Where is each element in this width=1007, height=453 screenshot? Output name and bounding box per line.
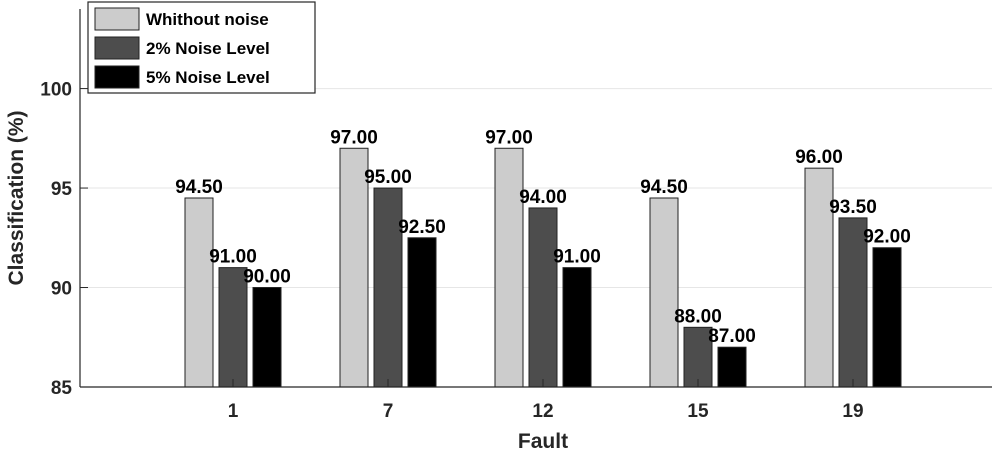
bar: [407, 237, 437, 388]
y-tick-label: 90: [51, 279, 72, 300]
x-tick-label: 1: [228, 401, 239, 422]
legend-swatch: [94, 36, 140, 60]
bar: [339, 147, 369, 388]
x-tick-label: 15: [687, 401, 709, 422]
bar-value-label: 87.00: [708, 326, 756, 347]
bar: [872, 247, 902, 388]
y-tick-label: 85: [51, 378, 73, 399]
bar-value-label: 97.00: [330, 127, 378, 148]
x-tick-label: 19: [842, 401, 863, 422]
bar: [373, 187, 403, 388]
bar-value-label: 88.00: [674, 306, 722, 327]
y-axis-label: Classification (%): [5, 110, 28, 285]
bar-value-label: 96.00: [795, 147, 843, 168]
bar-value-label: 91.00: [209, 247, 257, 268]
bar-value-label: 95.00: [364, 167, 412, 188]
bar: [184, 197, 214, 388]
legend-label: 5% Noise Level: [146, 68, 270, 87]
bar: [252, 287, 282, 388]
tick-labels: 85 90 95 100 1 7 12 15 19: [40, 80, 863, 422]
y-tick-label: 95: [51, 179, 73, 200]
bar-value-label: 92.50: [398, 217, 446, 238]
legend-swatch: [94, 7, 140, 31]
bar: [528, 207, 558, 388]
legend-label: 2% Noise Level: [146, 39, 270, 58]
x-tick-label: 12: [532, 401, 553, 422]
bar: [649, 197, 679, 388]
legend-swatch: [94, 65, 140, 89]
bar-value-label: 93.50: [829, 197, 877, 218]
axes: [79, 9, 992, 388]
bar-value-label: 94.00: [519, 187, 567, 208]
x-tick-label: 7: [383, 401, 394, 422]
bar: [562, 267, 592, 388]
bar: [218, 267, 248, 388]
data-labels: 94.5091.0090.0097.0095.0092.5097.0094.00…: [175, 127, 911, 347]
bars: [184, 147, 902, 388]
y-tick-label: 100: [40, 80, 72, 101]
bar-value-label: 94.50: [640, 177, 688, 198]
bar-value-label: 92.00: [863, 227, 911, 248]
bar-value-label: 91.00: [553, 247, 601, 268]
bar-value-label: 97.00: [485, 127, 533, 148]
bar: [717, 346, 747, 388]
bar-value-label: 90.00: [243, 267, 291, 288]
legend-label: Whithout noise: [146, 10, 269, 29]
bar-value-label: 94.50: [175, 177, 223, 198]
bar: [494, 147, 524, 388]
legend: Whithout noise 2% Noise Level 5% Noise Lev…: [87, 1, 316, 94]
x-axis-label: Fault: [518, 430, 568, 453]
